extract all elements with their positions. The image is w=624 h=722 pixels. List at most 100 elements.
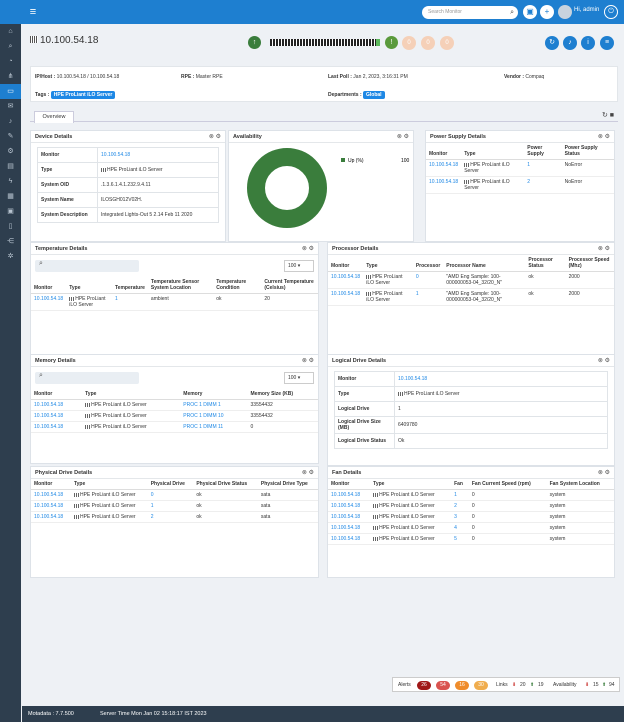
column-header[interactable]: Monitor [328, 255, 364, 272]
monitor-link[interactable]: 10.100.54.18 [331, 492, 361, 498]
monitor-icon[interactable]: ▭ [0, 84, 21, 99]
notification-icon[interactable]: ♪ [563, 36, 577, 50]
alert-icon[interactable]: ✉ [7, 103, 14, 110]
document-icon[interactable]: ▯ [8, 223, 13, 230]
index-link[interactable]: 0 [415, 274, 419, 280]
briefcase-icon[interactable]: ▣ [523, 5, 537, 19]
index-link[interactable]: 2 [527, 179, 531, 185]
column-header[interactable]: Monitor [31, 479, 71, 490]
monitor-link[interactable]: 10.100.54.18 [331, 291, 361, 297]
flow-icon[interactable]: ⋲ [7, 238, 14, 245]
search-icon[interactable]: ⌕ [510, 9, 514, 16]
index-link[interactable]: 3 [454, 514, 457, 520]
close-icon[interactable]: ⊗ [597, 358, 603, 364]
column-header[interactable]: Processor Speed (Mhz) [565, 255, 614, 272]
add-icon[interactable]: + [540, 5, 554, 19]
tools-icon[interactable]: ✎ [7, 133, 14, 140]
count-badge-1[interactable]: 0 [402, 36, 416, 50]
monitor-link[interactable]: 10.100.54.18 [331, 274, 361, 280]
home-icon[interactable]: ⌂ [8, 28, 13, 35]
column-header[interactable]: Processor [412, 255, 444, 272]
gear-icon[interactable]: ⚙ [604, 134, 610, 140]
search-input[interactable]: Search Monitor ⌕ [422, 6, 518, 19]
column-header[interactable]: Fan [451, 479, 469, 490]
search-input[interactable]: ⌕ [35, 260, 139, 272]
tag-badge[interactable]: HPE ProLiant iLO Server [50, 91, 116, 99]
monitor-link[interactable]: 10.100.54.18 [429, 162, 459, 168]
monitor-link[interactable]: 10.100.54.18 [331, 503, 361, 509]
warning-icon[interactable]: ! [385, 36, 398, 49]
index-link[interactable]: 1 [527, 162, 531, 168]
index-link[interactable]: 1 [115, 296, 118, 302]
availability-down-count[interactable]: 15 [593, 682, 599, 688]
refresh-icon[interactable]: ↻ [545, 36, 559, 50]
close-icon[interactable]: ⊗ [597, 246, 603, 252]
column-header[interactable]: Monitor [328, 479, 371, 490]
column-header[interactable]: Type [70, 479, 148, 490]
lock-icon[interactable]: ■ [609, 112, 614, 119]
topology-icon[interactable]: ⋔ [7, 73, 14, 80]
index-link[interactable]: 2 [454, 503, 457, 509]
column-header[interactable]: Memory [180, 389, 248, 400]
avatar[interactable] [558, 5, 572, 19]
close-icon[interactable]: ⊗ [597, 470, 603, 476]
donut-slice-up[interactable] [247, 148, 327, 228]
column-header[interactable]: Fan Current Speed (rpm) [468, 479, 547, 490]
power-icon[interactable]: ⏻ [604, 5, 618, 19]
column-header[interactable]: Temperature Sensor System Location [147, 277, 214, 294]
count-badge-2[interactable]: 0 [421, 36, 435, 50]
monitor-link[interactable]: 10.100.54.18 [34, 503, 64, 509]
monitor-link[interactable]: 10.100.54.18 [429, 179, 459, 185]
column-header[interactable]: Temperature Condition [213, 277, 262, 294]
refresh-icon[interactable]: ↻ [601, 112, 608, 119]
index-link[interactable]: 1 [454, 492, 457, 498]
monitor-link[interactable]: 10.100.54.18 [34, 492, 64, 498]
monitor-link[interactable]: 10.100.54.18 [34, 424, 64, 430]
monitor-link[interactable]: 10.100.54.18 [331, 525, 361, 531]
monitor-link[interactable]: 10.100.54.18 [34, 514, 64, 520]
gear-icon[interactable]: ⚙ [308, 246, 314, 252]
monitor-link[interactable]: 10.100.54.18 [331, 536, 361, 542]
search-input[interactable]: ⌕ [35, 372, 139, 384]
column-header[interactable]: Monitor [31, 277, 67, 294]
availability-up-count[interactable]: 94 [609, 682, 615, 688]
count-badge-3[interactable]: 0 [440, 36, 454, 50]
column-header[interactable]: Current Temperature (Celsius) [261, 277, 318, 294]
column-header[interactable]: Monitor [31, 389, 83, 400]
calendar-icon[interactable]: ▦ [7, 193, 14, 200]
column-header[interactable]: Monitor [426, 143, 462, 160]
close-icon[interactable]: ⊗ [301, 470, 307, 476]
column-header[interactable]: Type [370, 479, 452, 490]
alert-major-count[interactable]: 54 [436, 681, 450, 690]
info-icon[interactable]: i [581, 36, 595, 50]
tab-overview[interactable]: Overview [34, 111, 74, 123]
monitor-link[interactable]: 10.100.54.18 [34, 413, 64, 419]
alert-critical-count[interactable]: 26 [417, 681, 431, 690]
clipboard-icon[interactable]: ▣ [7, 208, 14, 215]
index-link[interactable]: 1 [415, 291, 419, 297]
gear-icon[interactable]: ⚙ [215, 134, 221, 140]
monitor-link[interactable]: 10.100.54.18 [398, 376, 428, 382]
page-size-select[interactable]: 100 ▾ [284, 372, 314, 384]
report-icon[interactable]: ▤ [7, 163, 14, 170]
monitor-link[interactable]: 10.100.54.18 [101, 152, 131, 158]
links-down-count[interactable]: 20 [520, 682, 526, 688]
column-header[interactable]: Processor Status [525, 255, 566, 272]
gear-icon[interactable]: ⚙ [604, 358, 610, 364]
flash-icon[interactable]: ϟ [8, 178, 13, 185]
index-link[interactable]: 0 [150, 492, 154, 498]
admin-gear-icon[interactable]: ✲ [7, 253, 14, 260]
column-header[interactable]: Physical Drive [147, 479, 194, 490]
alert-warning-count[interactable]: 30 [474, 681, 488, 690]
index-link[interactable]: 5 [454, 536, 457, 542]
column-header[interactable]: Type [82, 389, 181, 400]
monitor-link[interactable]: 10.100.54.18 [331, 514, 361, 520]
up-arrow-icon[interactable]: ↑ [248, 36, 261, 49]
memory-link[interactable]: PROC 1 DIMM 1 [183, 402, 221, 408]
column-header[interactable]: Fan System Location [546, 479, 614, 490]
column-header[interactable]: Physical Drive Status [193, 479, 258, 490]
column-header[interactable]: Type [461, 143, 525, 160]
gear-icon[interactable]: ⚙ [308, 470, 314, 476]
column-header[interactable]: Memory Size (KB) [247, 389, 318, 400]
memory-link[interactable]: PROC 1 DIMM 10 [183, 413, 224, 419]
